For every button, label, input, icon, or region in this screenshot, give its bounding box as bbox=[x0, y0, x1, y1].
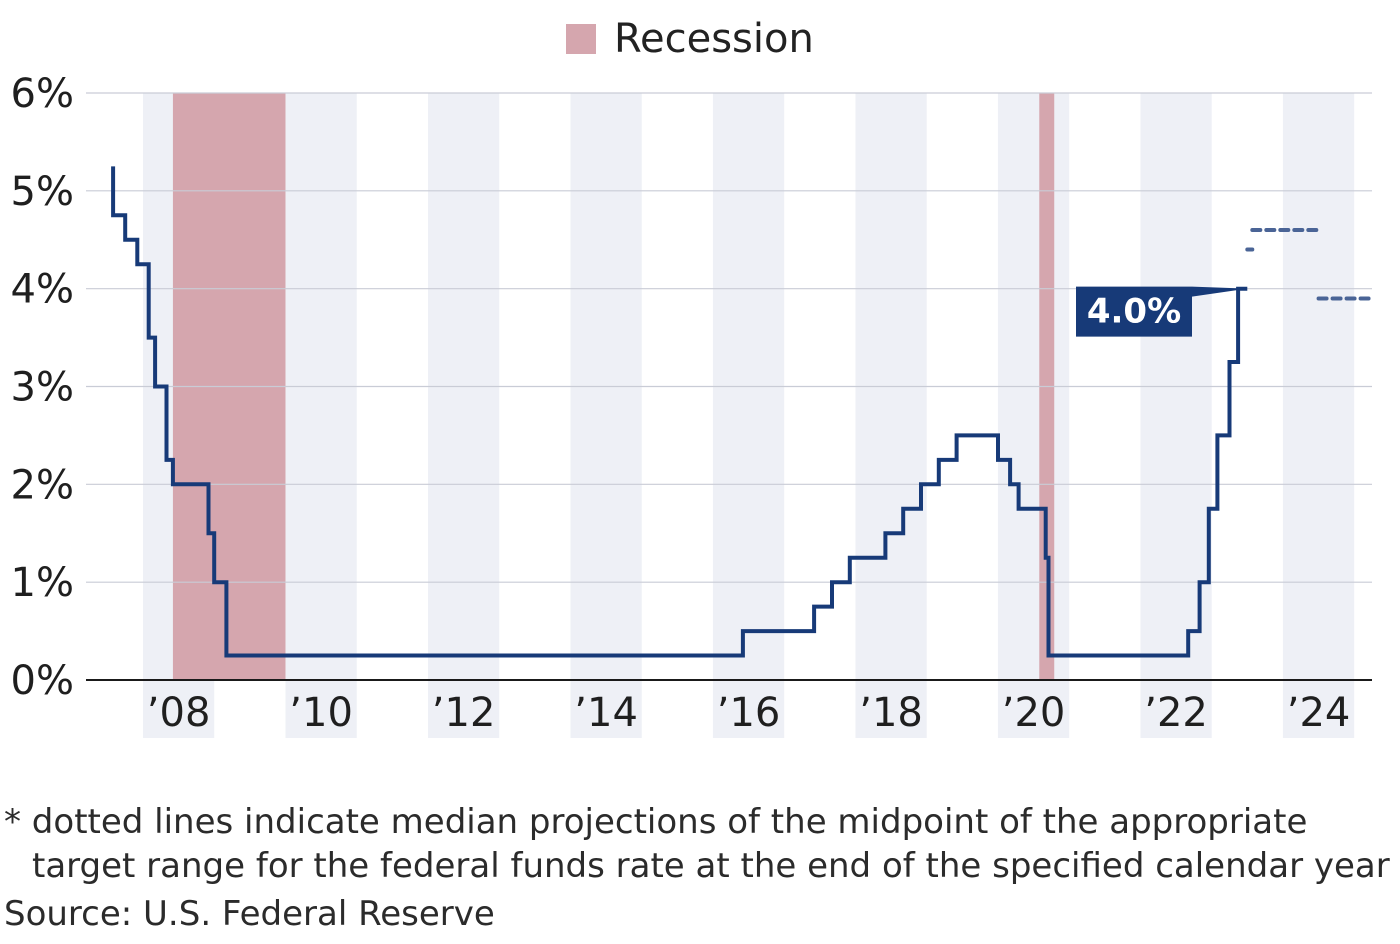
year-band bbox=[285, 93, 357, 738]
y-tick-label: 0% bbox=[11, 658, 74, 704]
y-axis-ticks: 0% 1% 2% 3% 4% 5% 6% bbox=[11, 71, 74, 704]
y-tick-label: 4% bbox=[11, 267, 74, 313]
source-note: Source: U.S. Federal Reserve bbox=[4, 894, 495, 934]
year-band bbox=[427, 93, 500, 738]
legend-label-recession: Recession bbox=[614, 16, 814, 62]
y-tick-label: 1% bbox=[11, 560, 74, 606]
x-tick-label: ’14 bbox=[574, 690, 638, 736]
year-band bbox=[1140, 93, 1212, 738]
y-tick-label: 2% bbox=[11, 462, 74, 508]
footnote-line-1: * dotted lines indicate median projectio… bbox=[4, 802, 1308, 842]
gridlines bbox=[86, 92, 1372, 681]
x-tick-label: ’20 bbox=[1002, 690, 1066, 736]
year-band bbox=[712, 93, 785, 738]
y-tick-label: 3% bbox=[11, 365, 74, 411]
x-tick-label: ’08 bbox=[147, 690, 211, 736]
rate-line bbox=[111, 166, 1248, 658]
footnote: * dotted lines indicate median projectio… bbox=[4, 800, 1394, 888]
callout-label: 4.0% bbox=[1087, 292, 1181, 332]
x-tick-label: ’16 bbox=[717, 690, 781, 736]
x-tick-label: ’12 bbox=[432, 690, 496, 736]
legend: Recession bbox=[566, 16, 814, 62]
year-band bbox=[1282, 93, 1355, 738]
x-tick-label: ’22 bbox=[1144, 690, 1208, 736]
legend-swatch-recession bbox=[566, 24, 596, 54]
year-band bbox=[997, 93, 1070, 738]
year-band bbox=[570, 93, 642, 738]
fed-funds-rate-chart: 0%1%2%3%4%5%6% ’08’10’12’14’16’18’20’22’… bbox=[11, 71, 1374, 738]
x-tick-label: ’10 bbox=[289, 690, 353, 736]
x-axis-ticks: ’08 ’10 ’12 ’14 ’16 ’18 ’20 ’22 ’24 bbox=[147, 690, 1351, 736]
projection-lines bbox=[1245, 227, 1374, 301]
y-tick-label: 6% bbox=[11, 71, 74, 117]
rate-series bbox=[111, 166, 1248, 658]
value-callout: 4.0% bbox=[1076, 286, 1248, 337]
year-band bbox=[855, 93, 927, 738]
x-tick-label: ’24 bbox=[1287, 690, 1351, 736]
x-tick-label: ’18 bbox=[859, 690, 923, 736]
footnote-line-2: target range for the federal funds rate … bbox=[32, 846, 1390, 886]
year-bands bbox=[142, 93, 1355, 738]
callout-box bbox=[1076, 286, 1248, 337]
y-tick-label: 5% bbox=[11, 169, 74, 215]
